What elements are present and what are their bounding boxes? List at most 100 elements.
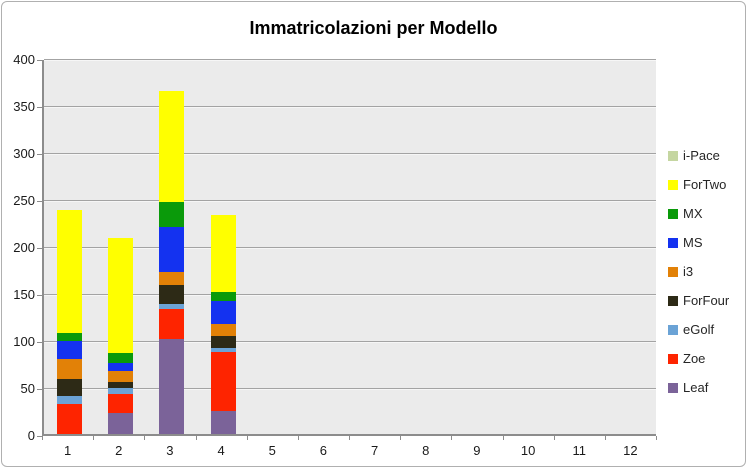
x-axis-tick — [93, 436, 95, 440]
bar-1-segment-MX[interactable] — [57, 333, 83, 341]
bar-1-segment-MS[interactable] — [57, 340, 83, 359]
bar-4-segment-Leaf[interactable] — [210, 411, 236, 434]
bar-4-segment-ForTwo[interactable] — [210, 214, 236, 293]
chart-title: Immatricolazioni per Modello — [249, 18, 498, 38]
bar-1-segment-i3[interactable] — [57, 358, 83, 379]
gridline-350 — [44, 106, 656, 107]
bar-2-segment-ForTwo[interactable] — [108, 237, 134, 354]
y-axis-tick — [37, 342, 42, 343]
y-axis-label-400: 400 — [13, 52, 35, 67]
x-axis-tick — [400, 436, 402, 440]
bar-2-segment-Leaf[interactable] — [108, 413, 134, 434]
gridline-200 — [44, 247, 656, 248]
y-axis-tick — [37, 295, 42, 296]
legend-item-Zoe[interactable]: Zoe — [668, 352, 729, 365]
bar-3-segment-i3[interactable] — [159, 272, 185, 286]
legend-item-ForFour[interactable]: ForFour — [668, 294, 729, 307]
x-axis-label-8: 8 — [422, 443, 430, 458]
legend-label: ForFour — [683, 293, 730, 308]
bar-4-segment-MX[interactable] — [210, 292, 236, 301]
legend-swatch-i3 — [668, 266, 678, 277]
y-axis-tick — [37, 248, 42, 249]
bar-3-segment-ForTwo[interactable] — [159, 90, 185, 202]
bar-4-segment-Zoe[interactable] — [210, 352, 236, 412]
bar-3-segment-eGolf[interactable] — [159, 304, 185, 309]
legend-swatch-Zoe — [668, 353, 678, 364]
x-axis-tick — [553, 436, 555, 440]
legend-label: Leaf — [683, 380, 709, 395]
legend-label: i3 — [683, 264, 694, 279]
x-axis-label-6: 6 — [319, 443, 328, 458]
legend-item-Leaf[interactable]: Leaf — [668, 381, 729, 394]
bar-2-segment-i3[interactable] — [108, 371, 134, 383]
bar-4-segment-ForFour[interactable] — [210, 336, 236, 348]
legend-item-MS[interactable]: MS — [668, 236, 729, 249]
legend-label: Zoe — [683, 351, 706, 366]
bar-4-segment-MS[interactable] — [210, 300, 236, 325]
gridline-100 — [44, 341, 656, 342]
bar-4-segment-eGolf[interactable] — [210, 347, 236, 353]
legend-label: MS — [683, 235, 703, 250]
legend-item-eGolf[interactable]: eGolf — [668, 323, 729, 336]
legend-swatch-Leaf — [668, 382, 678, 393]
y-axis-label-250: 250 — [13, 193, 35, 208]
y-axis-label-100: 100 — [13, 334, 35, 349]
bar-3-segment-Zoe[interactable] — [159, 308, 185, 340]
legend-item-MX[interactable]: MX — [668, 207, 729, 220]
legend-swatch-MX — [668, 208, 678, 219]
bar-2-segment-ForFour[interactable] — [108, 382, 134, 388]
y-axis-label-300: 300 — [13, 146, 35, 161]
x-axis-label-3: 3 — [166, 443, 174, 458]
x-axis-label-4: 4 — [217, 443, 225, 458]
y-axis-tick — [37, 436, 42, 437]
legend-item-i-Pace[interactable]: i-Pace — [668, 149, 729, 162]
bar-3-segment-Leaf[interactable] — [159, 339, 185, 434]
x-axis-tick — [246, 436, 248, 440]
plot-area — [42, 59, 656, 436]
x-axis-label-12: 12 — [623, 443, 638, 458]
bar-1-segment-eGolf[interactable] — [57, 396, 83, 404]
x-axis-label-5: 5 — [268, 443, 276, 458]
gridline-250 — [44, 200, 656, 201]
bar-3-segment-MX[interactable] — [159, 201, 185, 228]
y-axis-label-200: 200 — [13, 240, 35, 255]
x-axis-label-2: 2 — [115, 443, 123, 458]
y-axis-label-50: 50 — [20, 381, 35, 396]
y-axis-tick — [37, 107, 42, 108]
bar-2-segment-eGolf[interactable] — [108, 387, 134, 394]
bar-1-segment-ForFour[interactable] — [57, 378, 83, 397]
x-axis-label-1: 1 — [63, 443, 72, 458]
y-axis-tick — [37, 389, 42, 390]
x-axis-tick — [502, 436, 504, 440]
legend-swatch-ForFour — [668, 295, 678, 306]
x-axis-tick — [42, 436, 43, 440]
x-axis-tick — [297, 436, 299, 440]
bar-2-segment-MS[interactable] — [108, 362, 134, 372]
y-axis-label-350: 350 — [13, 99, 35, 114]
bar-4-segment-i3[interactable] — [210, 324, 236, 337]
x-axis-tick — [451, 436, 453, 440]
x-axis-label-10: 10 — [520, 443, 536, 458]
legend-label: MX — [683, 206, 703, 221]
legend-item-i3[interactable]: i3 — [668, 265, 729, 278]
legend: i-Pace ForTwo MX MS i3 ForFour eGolf Zoe Leaf — [668, 149, 729, 394]
bar-3-segment-MS[interactable] — [159, 227, 185, 273]
bar-1-segment-Zoe[interactable] — [57, 403, 83, 434]
x-axis-label-7: 7 — [370, 443, 379, 458]
x-axis-tick — [604, 436, 606, 440]
x-axis-tick — [144, 436, 146, 440]
bar-2-segment-Zoe[interactable] — [108, 393, 134, 414]
legend-item-ForTwo[interactable]: ForTwo — [668, 178, 729, 191]
bar-2-segment-MX[interactable] — [108, 353, 134, 363]
legend-swatch-i-Pace — [668, 150, 678, 161]
y-axis-tick — [37, 60, 42, 61]
x-axis-tick — [195, 436, 197, 440]
legend-swatch-eGolf — [668, 324, 678, 335]
x-axis-tick — [349, 436, 350, 440]
bar-3-segment-ForFour[interactable] — [159, 285, 185, 305]
y-axis-label-150: 150 — [13, 287, 35, 302]
bar-1-segment-ForTwo[interactable] — [57, 210, 83, 334]
x-axis-tick — [656, 436, 657, 440]
gridline-50 — [44, 388, 656, 389]
